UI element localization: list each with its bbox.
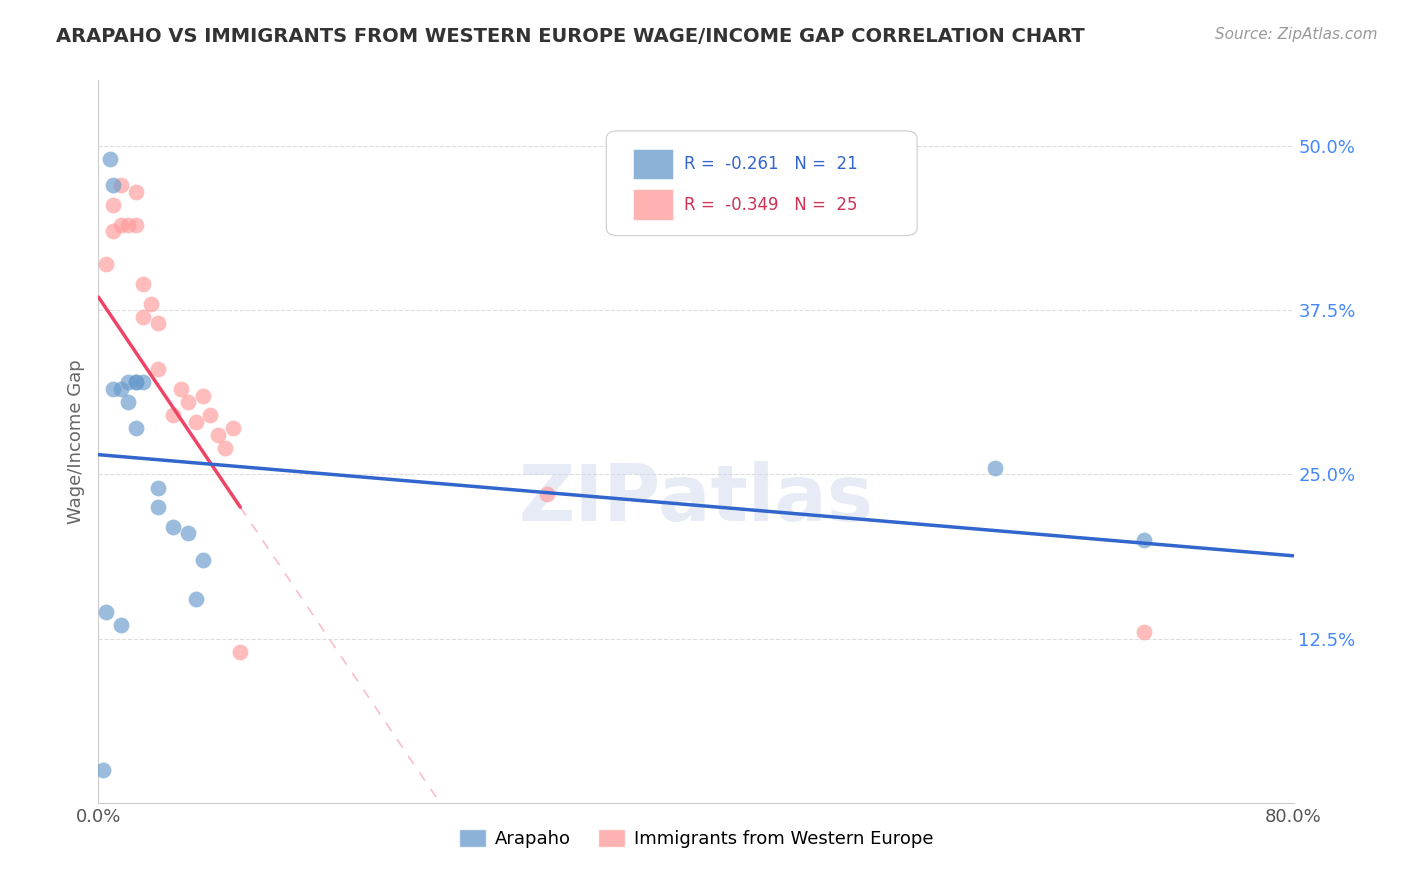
Point	[94, 257, 117, 271]
Bar	[633, 189, 673, 219]
Point	[98, 152, 122, 166]
Text: R =  -0.349   N =  25: R = -0.349 N = 25	[685, 195, 858, 213]
Point	[103, 198, 125, 212]
Point	[125, 421, 148, 435]
FancyBboxPatch shape	[606, 131, 917, 235]
Point	[169, 382, 191, 396]
Text: R =  -0.261   N =  21: R = -0.261 N = 21	[685, 155, 858, 173]
Bar	[633, 149, 673, 179]
Point	[200, 409, 222, 423]
Point	[110, 382, 132, 396]
Point	[214, 441, 236, 455]
Point	[184, 592, 207, 607]
Point	[103, 178, 125, 193]
Point	[148, 481, 170, 495]
Point	[1133, 625, 1156, 640]
Point	[229, 645, 252, 659]
Point	[103, 382, 125, 396]
Text: Source: ZipAtlas.com: Source: ZipAtlas.com	[1215, 27, 1378, 42]
Point	[177, 526, 200, 541]
Point	[125, 185, 148, 199]
Point	[1133, 533, 1156, 547]
Point	[117, 395, 139, 409]
Point	[162, 409, 184, 423]
Point	[132, 310, 155, 324]
Point	[117, 218, 139, 232]
Text: ZIPatlas: ZIPatlas	[519, 461, 873, 537]
Point	[177, 395, 200, 409]
Point	[148, 316, 170, 330]
Point	[184, 415, 207, 429]
Point	[162, 520, 184, 534]
Point	[110, 218, 132, 232]
Point	[125, 376, 148, 390]
Point	[148, 362, 170, 376]
Point	[125, 218, 148, 232]
Point	[132, 376, 155, 390]
Point	[222, 421, 245, 435]
Point	[536, 487, 558, 501]
Point	[148, 500, 170, 515]
Point	[207, 428, 229, 442]
Point	[91, 763, 114, 777]
Point	[103, 224, 125, 238]
Legend: Arapaho, Immigrants from Western Europe: Arapaho, Immigrants from Western Europe	[451, 822, 941, 855]
Text: ARAPAHO VS IMMIGRANTS FROM WESTERN EUROPE WAGE/INCOME GAP CORRELATION CHART: ARAPAHO VS IMMIGRANTS FROM WESTERN EUROP…	[56, 27, 1085, 45]
Point	[110, 178, 132, 193]
Point	[191, 553, 214, 567]
Point	[94, 605, 117, 619]
Point	[984, 460, 1007, 475]
Y-axis label: Wage/Income Gap: Wage/Income Gap	[66, 359, 84, 524]
Point	[191, 388, 214, 402]
Point	[132, 277, 155, 291]
Point	[139, 296, 162, 310]
Point	[110, 618, 132, 632]
Point	[117, 376, 139, 390]
Point	[125, 376, 148, 390]
